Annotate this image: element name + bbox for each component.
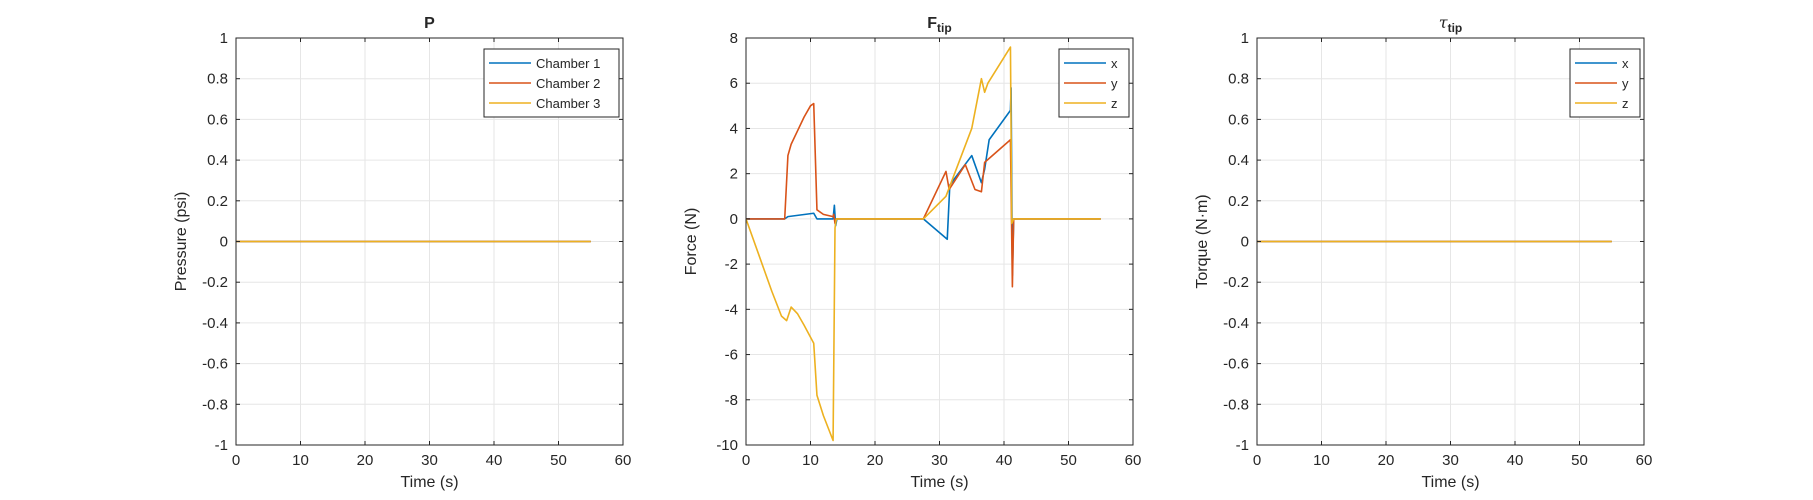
title-symbol: τ [1439,13,1449,32]
x-tick-label: 40 [996,452,1013,469]
x-axis-label: Time (s) [910,474,968,491]
y-tick-label: -8 [725,392,738,409]
legend: xyz [1058,48,1130,118]
legend-label-x: x [1111,56,1118,71]
y-tick-label: -2 [725,256,738,273]
y-tick-label: 0.2 [1228,193,1249,210]
x-tick-label: 50 [550,452,567,469]
y-tick-label: -0.2 [1223,274,1249,291]
y-axis-label: Torque (N·m) [1194,194,1211,288]
y-tick-label: -0.2 [202,274,228,291]
x-tick-label: 10 [292,452,309,469]
x-tick-label: 60 [1636,452,1653,469]
x-tick-label: 20 [357,452,374,469]
y-tick-label: 0.2 [207,193,228,210]
x-tick-label: 30 [1442,452,1459,469]
y-tick-label: 0.6 [1228,111,1249,128]
y-tick-label: -0.6 [1223,356,1249,373]
y-tick-label: -0.8 [1223,396,1249,413]
legend: xyz [1569,48,1641,118]
x-tick-label: 30 [421,452,438,469]
force-plot: 0 10 20 30 40 50 60 -10 -8 -6 -4 -2 0 2 4 6 8 Time (s) For… [683,15,1141,491]
x-axis-label: Time (s) [400,474,458,491]
x-tick-label: 10 [802,452,819,469]
legend-label-x: x [1622,56,1629,71]
chart-title: Ftip [927,15,951,35]
legend-label-z: z [1111,96,1118,111]
x-tick-label: 20 [1378,452,1395,469]
y-tick-label: -6 [725,347,738,364]
y-tick-label: 4 [730,120,738,137]
y-axis-label: Force (N) [683,208,700,276]
y-tick-label: -0.4 [202,315,228,332]
x-tick-label: 60 [615,452,632,469]
y-tick-label: -0.4 [1223,315,1249,332]
y-tick-label: 0 [730,211,738,228]
x-tick-label: 0 [742,452,750,469]
x-axis-label: Time (s) [1421,474,1479,491]
x-tick-label: 60 [1125,452,1142,469]
pressure-plot: 0 10 20 30 40 50 60 -1 -0.8 -0.6 -0.4 -0.2 0 0.2 0.4 0.… [173,15,631,491]
series-line-z [746,46,1101,442]
x-tick-label: 50 [1571,452,1588,469]
y-tick-label: -10 [716,437,738,454]
y-tick-label: 6 [730,75,738,92]
y-tick-label: 0 [1241,234,1249,251]
y-tick-label: -0.8 [202,396,228,413]
x-tick-label: 40 [486,452,503,469]
chart-title: τtip [1439,13,1463,35]
y-tick-label: -0.6 [202,356,228,373]
y-tick-label: 1 [1241,30,1249,47]
legend-label-chamber-1: Chamber 1 [536,56,600,71]
x-tick-label: 40 [1507,452,1524,469]
title-subscript: tip [1448,21,1463,35]
legend-label-chamber-2: Chamber 2 [536,76,600,91]
y-tick-label: 1 [220,30,228,47]
y-tick-label: 0.4 [1228,152,1249,169]
y-tick-label: 0.4 [207,152,228,169]
y-tick-label: 2 [730,166,738,183]
title-main: F [927,15,937,32]
y-tick-label: 0.6 [207,111,228,128]
y-tick-label: 0.8 [207,71,228,88]
y-tick-label: 0 [220,234,228,251]
legend-label-z: z [1622,96,1629,111]
x-tick-label: 0 [1253,452,1261,469]
legend-label-chamber-3: Chamber 3 [536,96,600,111]
y-tick-label: 0.8 [1228,71,1249,88]
y-tick-label: -1 [215,437,228,454]
legend: Chamber 1 Chamber 2 Chamber 3 [483,48,620,118]
y-tick-label: -1 [1236,437,1249,454]
x-tick-label: 20 [867,452,884,469]
x-tick-label: 50 [1060,452,1077,469]
legend-label-y: y [1622,76,1629,91]
legend-label-y: y [1111,76,1118,91]
chart-title: P [424,15,435,32]
x-tick-label: 30 [931,452,948,469]
y-tick-label: 8 [730,30,738,47]
x-tick-label: 10 [1313,452,1330,469]
y-tick-label: -4 [725,301,738,318]
torque-plot: 0 10 20 30 40 50 60 -1 -0.8 -0.6 -0.4 -0.2 0 0.2 0.4 0.… [1194,13,1652,491]
title-subscript: tip [937,21,952,35]
x-tick-label: 0 [232,452,240,469]
y-axis-label: Pressure (psi) [173,192,190,292]
title-main: P [424,15,435,32]
